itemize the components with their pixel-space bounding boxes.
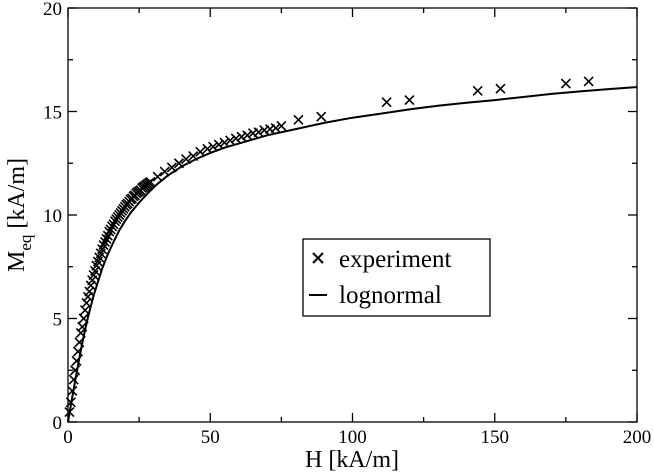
y-tick-label: 5	[53, 310, 63, 331]
experiment-point	[381, 97, 392, 108]
experiment-point	[472, 85, 483, 96]
experiment-point	[145, 176, 156, 187]
experiment-point	[195, 146, 206, 157]
experiment-point	[77, 321, 88, 332]
y-axis-label: Meq [kA/m]	[4, 158, 35, 272]
x-axis-label: H [kA/m]	[305, 447, 399, 473]
experiment-point	[316, 111, 327, 122]
experiment-point	[242, 130, 253, 141]
experiment-point	[173, 158, 185, 169]
experiment-point	[276, 120, 287, 132]
plot-frame	[67, 7, 638, 423]
x-tick-label: 50	[201, 427, 220, 448]
experiment-point	[67, 385, 78, 397]
experiment-point	[75, 327, 86, 339]
experiment-point	[105, 224, 116, 235]
legend-box	[302, 238, 491, 317]
legend-marker-x-icon	[312, 252, 324, 264]
experiment-point	[81, 297, 92, 309]
y-axis-label-subscript: eq	[16, 234, 35, 251]
experiment-point	[99, 236, 111, 247]
y-tick-label: 20	[43, 0, 62, 20]
experiment-point	[101, 233, 112, 244]
experiment-point	[213, 139, 224, 150]
experiment-point	[64, 406, 75, 418]
y-tick-label: 15	[43, 103, 62, 124]
experiment-point	[225, 135, 236, 146]
experiment-point	[71, 355, 82, 367]
experiment-point	[219, 137, 230, 148]
experiment-point	[495, 83, 506, 94]
y-tick-label: 0	[53, 413, 63, 434]
experiment-point	[202, 143, 213, 154]
ticks	[67, 7, 638, 423]
experiment-point	[253, 127, 264, 138]
x-tick-label: 150	[481, 427, 510, 448]
x-tick-label: 100	[338, 427, 367, 448]
y-axis-label-main: M	[4, 251, 30, 272]
experiment-point	[72, 346, 84, 357]
legend: experiment lognormal	[302, 238, 491, 317]
x-tick-label: 200	[623, 427, 652, 448]
experiment-point	[70, 365, 81, 376]
experiment-point	[404, 95, 415, 106]
experiment-point	[108, 219, 119, 230]
experiment-point	[560, 78, 571, 89]
y-tick-label: 10	[43, 206, 62, 227]
legend-label-experiment: experiment	[339, 246, 452, 273]
experiment-point	[78, 313, 89, 324]
experiment-point	[65, 397, 76, 408]
experiment-point	[84, 286, 95, 297]
experiment-point	[583, 76, 594, 87]
experiment-point	[152, 171, 163, 182]
experiment-point	[68, 374, 79, 385]
experiment-point	[181, 154, 192, 165]
experiment-point	[270, 122, 281, 134]
y-axis-label-rest: [kA/m]	[4, 158, 30, 235]
experiment-series-markers	[64, 76, 594, 418]
experiment-point	[159, 166, 170, 177]
x-tick-label: 0	[63, 427, 73, 448]
tick-labels: 0 50 100 150 200 0 5 10 15 20	[43, 0, 651, 448]
legend-label-lognormal: lognormal	[339, 282, 442, 309]
experiment-point	[98, 239, 109, 251]
experiment-point	[74, 337, 85, 348]
experiment-point	[188, 150, 199, 162]
experiment-point	[166, 162, 177, 173]
experiment-point	[293, 114, 304, 125]
experiment-point	[208, 141, 219, 152]
experiment-point	[230, 133, 241, 144]
experiment-point	[236, 131, 247, 142]
